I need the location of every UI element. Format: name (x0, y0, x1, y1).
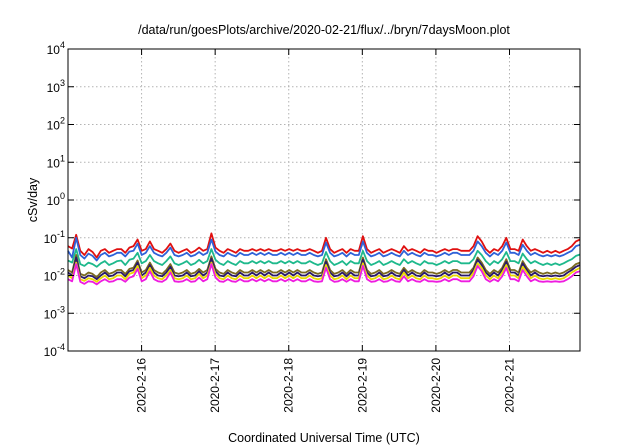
x-tick-label: 2020-2-21 (502, 358, 516, 413)
y-tick-label: 103 (47, 78, 65, 95)
y-tick-label: 10-3 (44, 304, 65, 321)
y-tick-labels: 104 103 102 101 100 10-1 10-2 10-3 10-4 (44, 40, 65, 359)
chart-title: /data/run/goesPlots/archive/2020-02-21/f… (138, 23, 510, 37)
y-tick-label: 104 (47, 40, 65, 57)
x-tick-labels: 2020-2-16 2020-2-17 2020-2-18 2020-2-19 2020… (135, 358, 517, 413)
y-axis-label: cSv/day (26, 177, 40, 222)
x-tick-label: 2020-2-19 (355, 358, 369, 413)
series-line-7 (67, 263, 581, 286)
y-tick-label: 102 (47, 116, 65, 133)
series-line-2 (67, 236, 581, 262)
x-tick-label: 2020-2-17 (208, 358, 222, 413)
y-tick-label: 100 (47, 191, 65, 208)
series-layer (67, 232, 581, 286)
y-tick-label: 10-2 (44, 267, 65, 284)
series-line-1 (67, 232, 581, 259)
y-tick-label: 10-4 (44, 342, 65, 359)
ticks (68, 48, 580, 352)
x-axis-label: Coordinated Universal Time (UTC) (228, 431, 420, 445)
x-tick-label: 2020-2-18 (282, 358, 296, 413)
x-tick-label: 2020-2-16 (135, 358, 149, 413)
x-tick-label: 2020-2-20 (429, 358, 443, 413)
y-tick-label: 101 (47, 153, 65, 170)
series-line-3 (67, 248, 581, 268)
y-tick-label: 10-1 (44, 229, 65, 246)
grid (68, 49, 580, 351)
